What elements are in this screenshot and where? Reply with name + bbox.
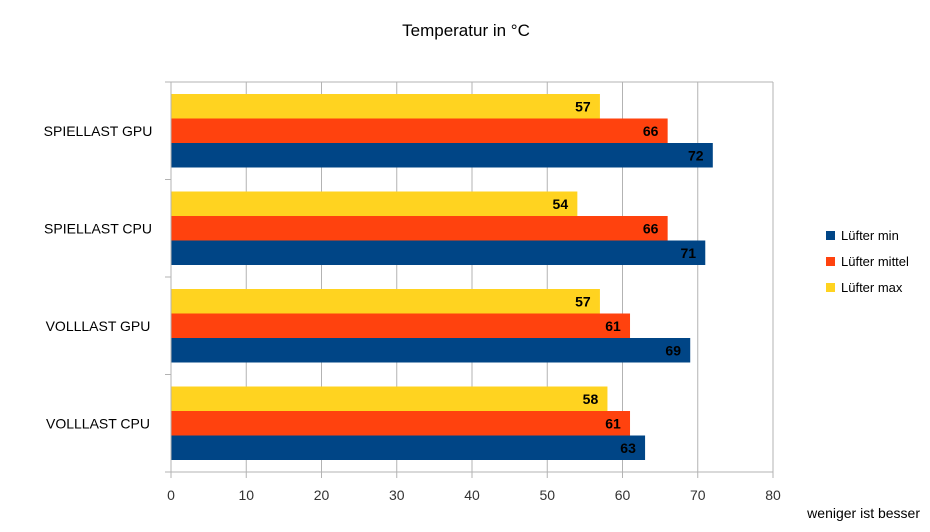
axes: 0 10 20 30 40 50 60 70 80 SPIELLAST GPU SPIELLAST … <box>44 81 781 503</box>
legend-label: Lüfter min <box>841 228 899 243</box>
bar <box>171 411 631 436</box>
bar <box>171 191 578 216</box>
category-label: SPIELLAST CPU <box>44 220 152 236</box>
x-tick-label: 0 <box>167 487 175 503</box>
data-label: 61 <box>605 318 621 334</box>
bar <box>171 118 668 143</box>
x-tick-label: 20 <box>314 487 330 503</box>
bar <box>171 216 668 241</box>
bar <box>171 143 713 168</box>
data-label: 61 <box>605 415 621 431</box>
x-tick-label: 50 <box>539 487 555 503</box>
x-tick-label: 40 <box>464 487 480 503</box>
legend-label: Lüfter max <box>841 280 903 295</box>
bar <box>171 386 608 411</box>
x-tick-label: 30 <box>389 487 405 503</box>
legend-swatch <box>826 283 835 292</box>
legend: Lüfter min Lüfter mittel Lüfter max <box>826 228 909 295</box>
bars: 57 66 72 54 66 71 57 61 69 58 61 63 <box>171 94 713 460</box>
category-label: VOLLLAST CPU <box>46 415 150 431</box>
category-label: VOLLLAST GPU <box>46 318 151 334</box>
data-label: 66 <box>643 220 659 236</box>
x-tick-label: 80 <box>765 487 781 503</box>
annotation: weniger ist besser <box>806 505 920 521</box>
x-tick-label: 10 <box>238 487 254 503</box>
legend-swatch <box>826 257 835 266</box>
bar <box>171 435 646 460</box>
bar <box>171 338 691 363</box>
data-label: 54 <box>553 196 569 212</box>
x-tick-label: 70 <box>690 487 706 503</box>
data-label: 57 <box>575 98 591 114</box>
data-label: 69 <box>665 342 681 358</box>
bar <box>171 289 600 314</box>
chart-title: Temperatur in °C <box>402 21 530 40</box>
data-label: 66 <box>643 123 659 139</box>
data-label: 63 <box>620 440 636 456</box>
bar <box>171 240 706 265</box>
bar <box>171 94 600 119</box>
data-label: 71 <box>680 245 696 261</box>
legend-label: Lüfter mittel <box>841 254 909 269</box>
data-label: 58 <box>583 391 599 407</box>
data-label: 57 <box>575 293 591 309</box>
category-label: SPIELLAST GPU <box>44 123 153 139</box>
bar <box>171 313 631 338</box>
data-label: 72 <box>688 147 704 163</box>
legend-swatch <box>826 231 835 240</box>
x-tick-label: 60 <box>615 487 631 503</box>
